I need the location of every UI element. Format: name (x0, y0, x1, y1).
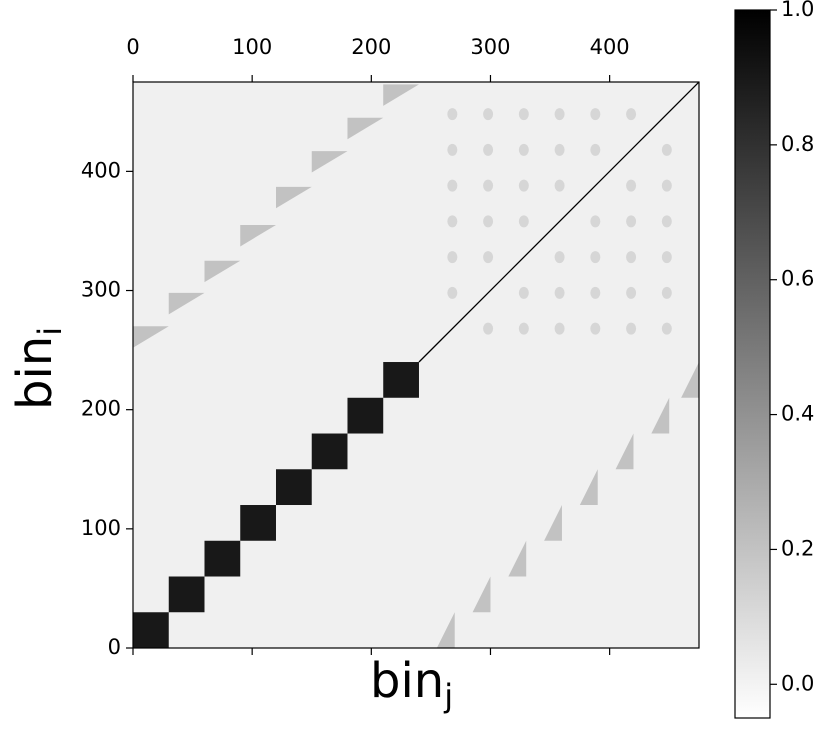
spot (661, 251, 672, 264)
spot (554, 286, 565, 299)
x-tick-label: 300 (470, 35, 510, 59)
wedge (436, 612, 455, 648)
spot (518, 286, 529, 299)
colorbar-tick-label: 0.8 (781, 132, 814, 156)
spot (447, 215, 458, 228)
diagonal-block (383, 362, 419, 398)
spot (590, 108, 601, 121)
spot (518, 322, 529, 335)
colorbar (734, 9, 771, 719)
y-tick-label: 100 (81, 516, 121, 540)
heatmap (133, 82, 699, 648)
spot (447, 143, 458, 156)
colorbar-tick-label: 1.0 (781, 0, 814, 21)
wedge (168, 292, 205, 315)
spot (626, 215, 637, 228)
spot (590, 143, 601, 156)
x-tick-label: 400 (590, 35, 630, 59)
spot (447, 286, 458, 299)
y-axis-label: bini (7, 327, 69, 410)
y-tick-label: 0 (108, 635, 121, 659)
wedge (615, 433, 634, 470)
diagonal-block (275, 469, 312, 506)
x-tick-label: 0 (126, 35, 139, 59)
y-tick-label: 400 (81, 158, 121, 182)
wedge (651, 397, 670, 434)
spot (590, 286, 601, 299)
wedge (204, 260, 241, 283)
spot (518, 215, 529, 228)
spot (590, 322, 601, 335)
diagonal-line (418, 82, 699, 363)
spot (590, 251, 601, 264)
colorbar-tick-label: 0.0 (781, 671, 814, 695)
spot (554, 143, 565, 156)
diagonal-block (133, 612, 169, 648)
spot (626, 179, 637, 192)
spot (661, 143, 672, 156)
wedge (240, 224, 276, 247)
spot (554, 322, 565, 335)
spot (554, 179, 565, 192)
spot (661, 179, 672, 192)
wedge (347, 117, 384, 140)
colorbar-tick-label: 0.6 (781, 267, 814, 291)
spot (554, 108, 565, 121)
x-tick-label: 100 (232, 35, 272, 59)
wedge (579, 469, 598, 506)
spot (661, 322, 672, 335)
spot (483, 215, 494, 228)
diagonal-block (347, 397, 384, 434)
y-tick-label: 200 (81, 397, 121, 421)
spot (626, 322, 637, 335)
x-tick-label: 200 (351, 35, 391, 59)
wedge (383, 84, 419, 106)
diagonal-block (168, 576, 205, 613)
wedge (311, 151, 348, 173)
spot (447, 108, 458, 121)
wedge (681, 362, 699, 398)
spot (554, 251, 565, 264)
diagonal-block (311, 433, 348, 470)
spot (518, 143, 529, 156)
wedge (508, 540, 527, 577)
spot (590, 215, 601, 228)
spot (483, 251, 494, 264)
spot (626, 251, 637, 264)
diagonal-block (240, 505, 276, 541)
spot (626, 286, 637, 299)
wedge (275, 186, 312, 209)
spot (483, 179, 494, 192)
wedge (472, 576, 491, 613)
spot (483, 322, 494, 335)
wedge (544, 505, 562, 541)
plot-frame (132, 81, 700, 649)
spot (518, 108, 529, 121)
spot (483, 108, 494, 121)
spot (447, 179, 458, 192)
spot (661, 215, 672, 228)
y-tick-label: 300 (81, 278, 121, 302)
spot (626, 108, 637, 121)
spot (447, 251, 458, 264)
spot (518, 179, 529, 192)
spot (483, 143, 494, 156)
x-axis-label: binj (370, 653, 453, 715)
spot (661, 286, 672, 299)
colorbar-tick-label: 0.4 (781, 402, 814, 426)
colorbar-tick-label: 0.2 (781, 536, 814, 560)
diagonal-block (204, 540, 241, 577)
wedge (133, 326, 169, 348)
